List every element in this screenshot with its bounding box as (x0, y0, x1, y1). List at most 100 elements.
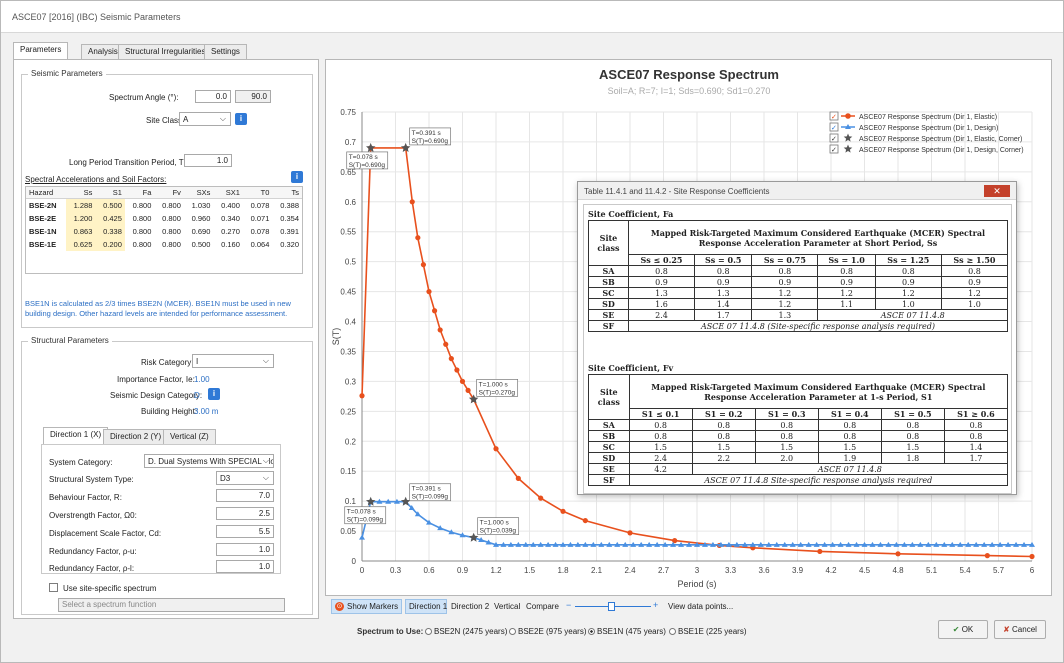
table-cell: 0.8 (817, 430, 882, 442)
table-cell: Ss = 0.75 (751, 254, 819, 266)
system-type-select[interactable]: D3 ⌵ (216, 471, 274, 485)
series-point (981, 541, 988, 547)
compare-button[interactable]: Compare (526, 602, 559, 611)
table-row: SA 0.8 0.8 0.8 0.8 0.8 0.8 (588, 419, 1009, 431)
series-point (829, 541, 836, 547)
series-point (686, 541, 693, 547)
table-row: SF ASCE 07 11.4.8 Site-specific response … (588, 474, 1009, 486)
risk-category-select[interactable]: I ⌵ (192, 354, 274, 368)
spectrum-angle-input[interactable]: 0.0 (195, 90, 231, 103)
site-class-select[interactable]: A ⌵ (179, 112, 231, 126)
accel-info-icon[interactable]: i (291, 171, 303, 183)
r-label: Behaviour Factor, R: (49, 493, 122, 502)
zoom-in-icon[interactable]: + (653, 600, 659, 610)
cd-label: Displacement Scale Factor, Cd: (49, 529, 162, 538)
zoom-out-icon[interactable]: − (566, 600, 572, 610)
series-point (773, 541, 780, 547)
legend-label: ASCE07 Response Spectrum (Dir 1, Elastic… (859, 114, 997, 121)
series-point (515, 475, 521, 481)
spectrum-option-bse1n[interactable]: BSE1N (475 years) (588, 627, 666, 636)
series-point (415, 235, 421, 241)
cd-input[interactable]: 5.5 (216, 525, 274, 538)
direction2-button[interactable]: Direction 2 (451, 602, 490, 611)
series-point (627, 530, 633, 536)
tab-vertical[interactable]: Vertical (Z) (163, 429, 216, 444)
legend-marker (845, 124, 851, 129)
importance-label: Importance Factor, Ie: (117, 375, 195, 384)
y-tick-label: 0.25 (340, 407, 356, 416)
site-class-value: A (183, 115, 189, 124)
table-cell: Ss = 1.25 (874, 254, 942, 266)
cancel-button[interactable]: ✘ Cancel (994, 620, 1046, 639)
table-row[interactable]: BSE-2N 1.288 0.500 0.800 0.800 1.030 0.400 0.07… (26, 198, 302, 212)
table-row[interactable]: BSE-1N 0.863 0.338 0.800 0.800 0.690 0.270 0.07… (26, 224, 302, 238)
direction1-label: Direction 1 (409, 602, 448, 611)
tab-direction-1[interactable]: Direction 1 (X) (43, 427, 109, 444)
table-cell: SE (588, 463, 630, 475)
table-cell: 0.8 (628, 419, 693, 431)
annotation-text: T=0.078 s (349, 154, 379, 161)
direction1-button[interactable]: Direction 1 (405, 599, 447, 614)
tab-structural-irregularities[interactable]: Structural Irregularities (118, 44, 213, 59)
hazard-table: Hazard Ss S1 Fa Fv SXs SX1 T0 Ts BSE-2N 1.288 0.50… (26, 187, 302, 251)
hazard-col-header: SXs (183, 187, 214, 199)
importance-value: 1.00 (194, 375, 210, 384)
table-cell: 0.8 (691, 419, 756, 431)
table-cell: 1.7 (943, 452, 1009, 464)
table-cell: 1.9 (817, 452, 882, 464)
y-tick-label: 0.7 (345, 138, 357, 147)
spectrum-function-select[interactable]: Select a spectrum function (58, 598, 285, 612)
series-point (437, 525, 444, 531)
view-data-points-link[interactable]: View data points... (668, 602, 734, 611)
series-point (989, 541, 996, 547)
spectrum-option-bse2e[interactable]: BSE2E (975 years) (509, 627, 586, 636)
table-cell: 0.388 (280, 200, 299, 210)
series-point (630, 541, 637, 547)
table-cell: 0.8 (628, 430, 693, 442)
series-point (694, 541, 700, 547)
y-tick-label: 0.55 (340, 228, 356, 237)
system-category-value: D. Dual Systems With SPECIAL Mor (148, 457, 274, 466)
table-row[interactable]: BSE-2E 1.200 0.425 0.800 0.800 0.960 0.340 0.07… (26, 211, 302, 225)
tab-parameters[interactable]: Parameters (13, 42, 69, 59)
table-row[interactable]: BSE-1E 0.625 0.200 0.800 0.800 0.500 0.160 0.06… (26, 237, 302, 251)
series-point (1021, 541, 1028, 547)
tl-input[interactable]: 1.0 (184, 154, 232, 167)
r-input[interactable]: 7.0 (216, 489, 274, 502)
close-icon[interactable]: ✕ (984, 185, 1010, 197)
table-cell: 0.863 (65, 224, 96, 238)
check-icon: ✔ (952, 625, 960, 634)
ok-button[interactable]: ✔ OK (938, 620, 988, 639)
spectrum-option-bse2n[interactable]: BSE2N (2475 years) (425, 627, 507, 636)
title-bar: ASCE07 [2016] (IBC) Seismic Parameters (1, 1, 1063, 33)
table-cell: SC (588, 287, 629, 299)
rho-l-input[interactable]: 1.0 (216, 560, 274, 573)
table-cell: 0.9 (874, 276, 942, 288)
y-tick-label: 0.4 (345, 318, 357, 327)
series-point (925, 541, 932, 547)
series-point (614, 541, 621, 547)
x-tick-label: 5.1 (926, 566, 938, 575)
series-point (917, 541, 924, 547)
window-title: ASCE07 [2016] (IBC) Seismic Parameters (12, 12, 181, 22)
series-point (426, 519, 432, 525)
zoom-slider-handle[interactable] (608, 602, 615, 611)
tab-settings[interactable]: Settings (204, 44, 247, 59)
x-tick-label: 4.8 (892, 566, 904, 575)
tab-direction-2[interactable]: Direction 2 (Y) (103, 429, 169, 444)
table-cell: ASCE 07 11.4.8 Site-specific response an… (628, 474, 1009, 486)
spectrum-option-bse1e[interactable]: BSE1E (225 years) (669, 627, 746, 636)
hazard-col-header: Ss (65, 187, 96, 199)
system-category-select[interactable]: D. Dual Systems With SPECIAL Mor ⌵ (144, 454, 274, 468)
structural-group-title: Structural Parameters (28, 336, 112, 345)
site-class-info-icon[interactable]: i (235, 113, 247, 125)
vertical-button[interactable]: Vertical (494, 602, 521, 611)
table-cell: 0.9 (940, 276, 1009, 288)
omega-input[interactable]: 2.5 (216, 507, 274, 520)
show-markers-button[interactable]: ⊙ Show Markers (331, 599, 402, 614)
height-value: 3.00 m (194, 407, 219, 416)
sdc-info-icon[interactable]: i (208, 388, 220, 400)
chevron-down-icon: ⌵ (262, 356, 269, 365)
site-specific-checkbox[interactable] (49, 583, 58, 592)
rho-u-input[interactable]: 1.0 (216, 543, 274, 556)
